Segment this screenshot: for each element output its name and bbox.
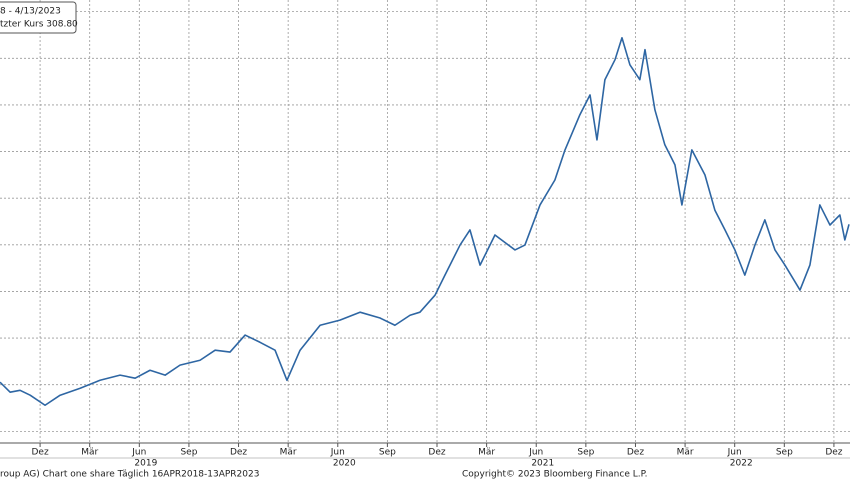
price-line bbox=[0, 36, 850, 407]
x-tick-label: Dez bbox=[31, 448, 48, 458]
x-tick-label: Jun bbox=[727, 448, 742, 458]
x-tick-label: Sep bbox=[379, 448, 396, 458]
legend-text: 8 - 4/13/2023 bbox=[0, 7, 61, 17]
x-tick-label: Sep bbox=[776, 448, 793, 458]
x-tick-label: Mär bbox=[677, 448, 694, 458]
legend-text: tzter Kurs 308.80 bbox=[0, 20, 78, 30]
year-label: 2022 bbox=[730, 459, 753, 469]
x-tick-label: Jun bbox=[131, 448, 146, 458]
x-tick-label: Dez bbox=[825, 448, 842, 458]
x-tick-label: Jun bbox=[528, 448, 543, 458]
x-tick-label: Mär bbox=[478, 448, 495, 458]
x-tick-label: Sep bbox=[180, 448, 197, 458]
x-tick-label: Dez bbox=[428, 448, 445, 458]
year-label: 2021 bbox=[531, 459, 554, 469]
grid bbox=[0, 0, 850, 443]
year-label: 2019 bbox=[134, 459, 157, 469]
x-tick-label: Jun bbox=[330, 448, 345, 458]
x-tick-label: Sep bbox=[577, 448, 594, 458]
legend-box bbox=[0, 1, 77, 34]
x-tick-label: Mär bbox=[81, 448, 98, 458]
x-tick-label: Dez bbox=[230, 448, 247, 458]
year-label: 2020 bbox=[333, 459, 356, 469]
footer-right: Copyright© 2023 Bloomberg Finance L.P. bbox=[462, 470, 647, 480]
footer-left: roup AG) Chart one share Täglich 16APR20… bbox=[0, 470, 259, 480]
x-tick-label: Mär bbox=[280, 448, 297, 458]
x-tick-label: Dez bbox=[627, 448, 644, 458]
